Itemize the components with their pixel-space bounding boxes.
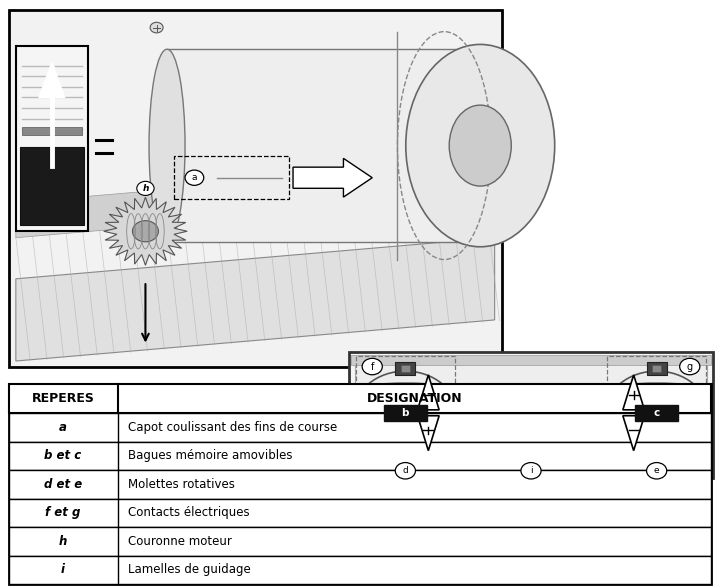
- Bar: [9, 441, 711, 470]
- Text: Lamelles de guidage: Lamelles de guidage: [128, 564, 251, 576]
- Text: h: h: [59, 535, 67, 548]
- Bar: [9, 498, 711, 527]
- Text: g: g: [687, 362, 693, 372]
- Bar: [167, 49, 495, 242]
- Bar: [9, 413, 711, 441]
- Text: d: d: [402, 466, 408, 475]
- Bar: [9, 10, 502, 367]
- Bar: [608, 356, 706, 403]
- Text: d et e: d et e: [44, 478, 82, 491]
- Ellipse shape: [406, 45, 554, 247]
- Ellipse shape: [364, 433, 446, 443]
- Ellipse shape: [616, 426, 698, 437]
- Bar: [647, 362, 667, 375]
- Bar: [384, 404, 427, 421]
- Bar: [349, 352, 713, 478]
- Text: f: f: [371, 362, 374, 372]
- Ellipse shape: [364, 407, 446, 418]
- Ellipse shape: [616, 407, 698, 418]
- Circle shape: [647, 463, 667, 479]
- Ellipse shape: [616, 389, 698, 399]
- Bar: [652, 365, 661, 372]
- Ellipse shape: [364, 402, 446, 411]
- Ellipse shape: [616, 439, 698, 449]
- Circle shape: [362, 358, 382, 375]
- Bar: [635, 404, 678, 421]
- Text: e: e: [654, 466, 660, 475]
- Polygon shape: [104, 197, 187, 265]
- Text: f et g: f et g: [45, 506, 81, 519]
- Text: h: h: [143, 184, 148, 193]
- Ellipse shape: [449, 105, 511, 186]
- Text: c: c: [654, 408, 660, 418]
- Bar: [16, 46, 88, 231]
- Polygon shape: [16, 238, 495, 361]
- Bar: [20, 147, 84, 225]
- Ellipse shape: [364, 439, 446, 449]
- Circle shape: [395, 463, 415, 479]
- Ellipse shape: [364, 395, 446, 406]
- Bar: [401, 365, 410, 372]
- Text: b: b: [402, 408, 409, 418]
- Ellipse shape: [616, 395, 698, 406]
- Polygon shape: [623, 416, 644, 451]
- Polygon shape: [418, 375, 439, 410]
- Bar: [351, 355, 711, 365]
- Circle shape: [680, 358, 700, 375]
- Text: Bagues mémoire amovibles: Bagues mémoire amovibles: [128, 449, 293, 463]
- Ellipse shape: [616, 402, 698, 411]
- Ellipse shape: [364, 389, 446, 399]
- Text: b et c: b et c: [45, 449, 82, 463]
- Text: REPERES: REPERES: [32, 392, 94, 405]
- Ellipse shape: [149, 49, 185, 242]
- Text: i: i: [61, 564, 65, 576]
- Bar: [395, 362, 415, 375]
- Text: Molettes rotatives: Molettes rotatives: [128, 478, 235, 491]
- Bar: [9, 527, 711, 555]
- Polygon shape: [418, 416, 439, 451]
- Text: Capot coulissant des fins de course: Capot coulissant des fins de course: [128, 421, 338, 434]
- Circle shape: [150, 22, 163, 33]
- Text: i: i: [530, 466, 532, 475]
- Ellipse shape: [616, 414, 698, 424]
- Polygon shape: [39, 62, 65, 97]
- Ellipse shape: [364, 383, 446, 393]
- Polygon shape: [16, 161, 495, 238]
- Bar: [355, 357, 707, 465]
- Bar: [356, 356, 454, 403]
- Text: a: a: [192, 173, 197, 182]
- Bar: [9, 470, 711, 498]
- Ellipse shape: [364, 420, 446, 430]
- Polygon shape: [293, 158, 372, 197]
- Ellipse shape: [616, 383, 698, 393]
- Text: a: a: [59, 421, 67, 434]
- Text: Contacts électriques: Contacts électriques: [128, 506, 250, 519]
- Bar: [9, 555, 711, 584]
- Polygon shape: [623, 375, 644, 410]
- Bar: [174, 156, 289, 199]
- Bar: [9, 384, 711, 584]
- Text: Couronne moteur: Couronne moteur: [128, 535, 233, 548]
- Bar: [9, 384, 711, 413]
- Circle shape: [521, 463, 541, 479]
- Bar: [22, 127, 82, 135]
- Ellipse shape: [364, 414, 446, 424]
- Ellipse shape: [364, 426, 446, 437]
- Circle shape: [132, 221, 158, 242]
- Ellipse shape: [616, 433, 698, 443]
- Text: DESIGNATION: DESIGNATION: [366, 392, 462, 405]
- Circle shape: [185, 170, 204, 185]
- Ellipse shape: [616, 420, 698, 430]
- Circle shape: [137, 181, 154, 195]
